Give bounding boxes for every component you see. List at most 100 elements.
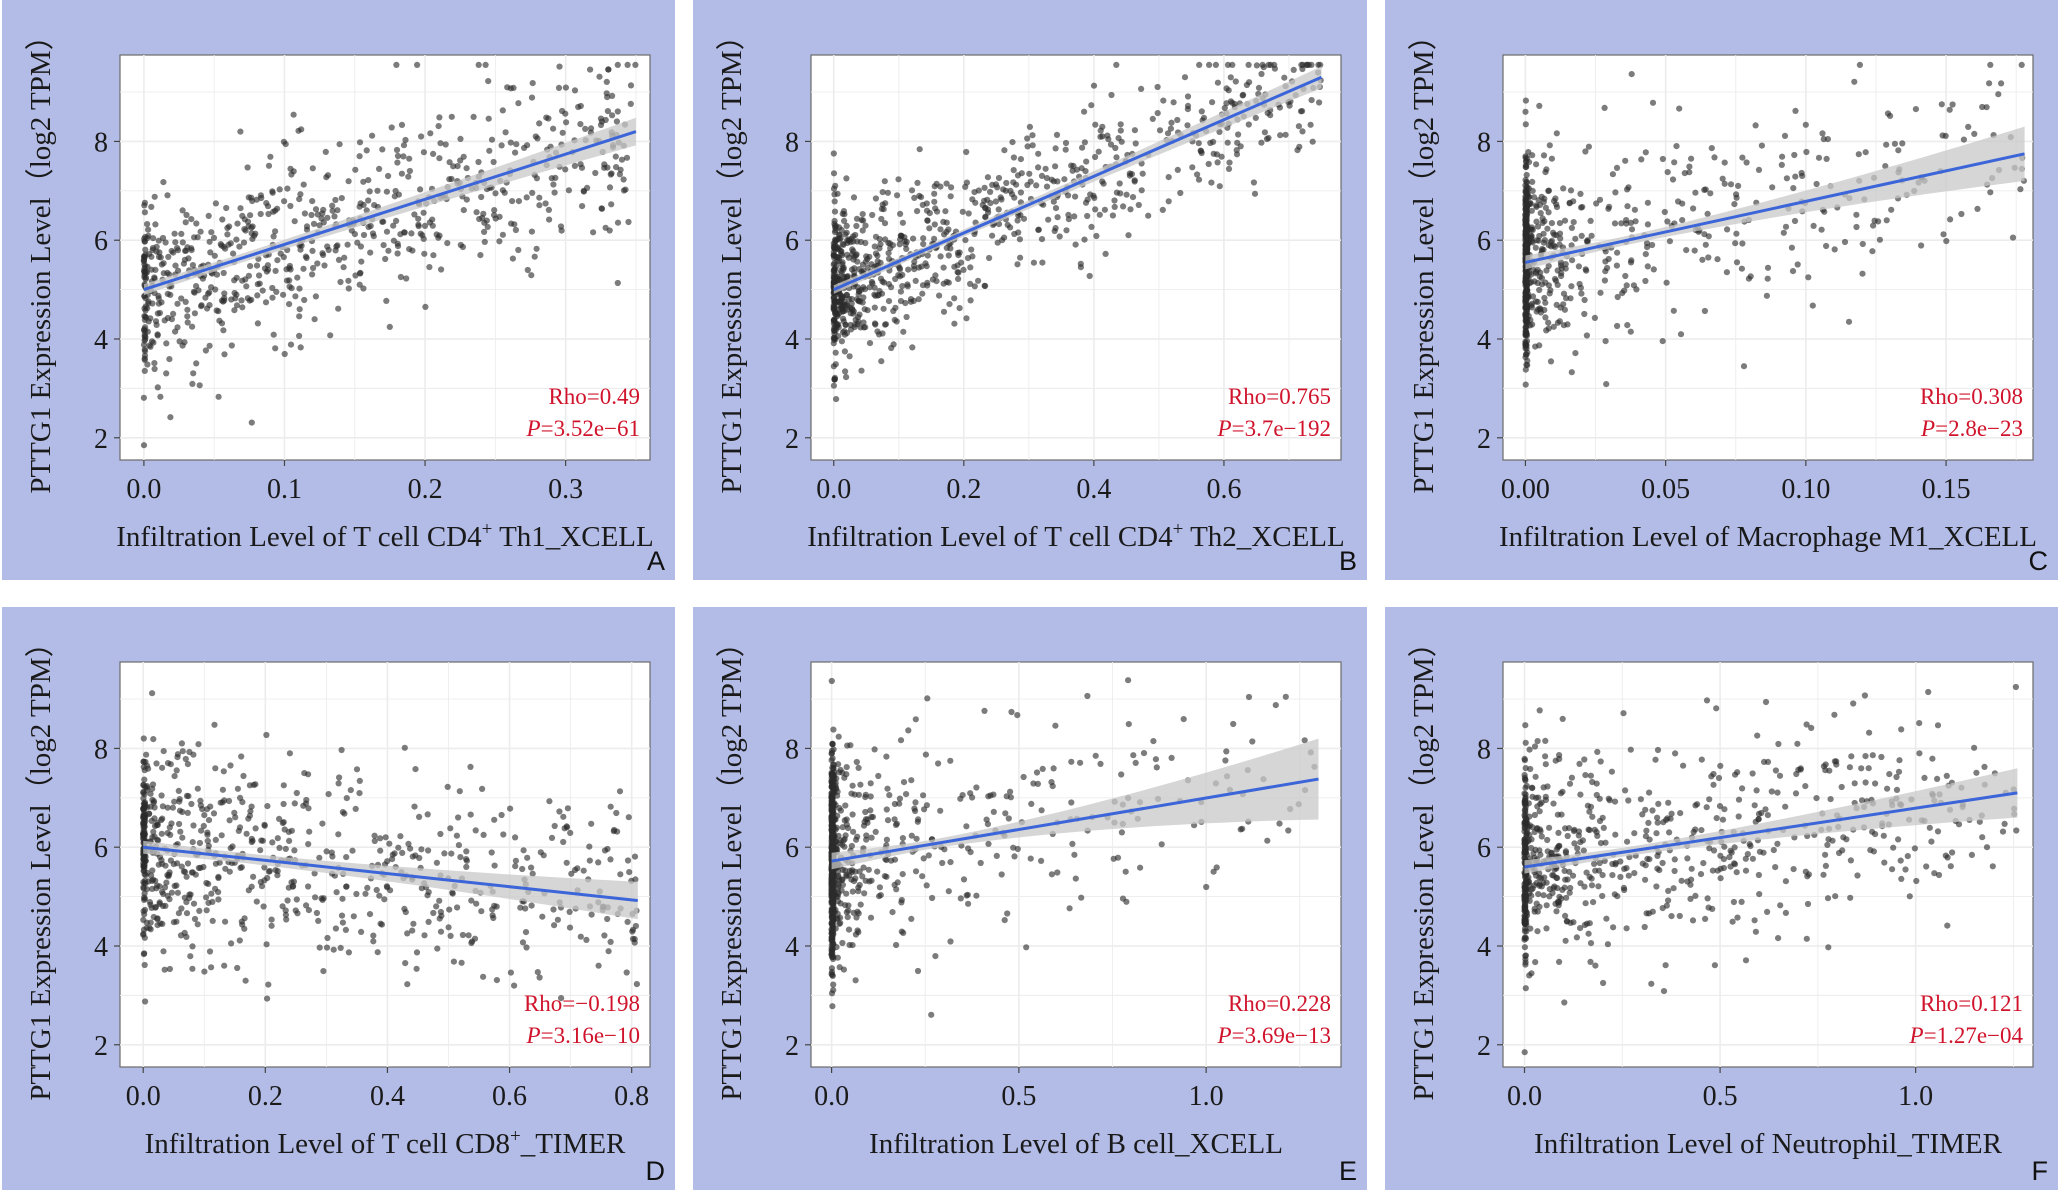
scatter-point (167, 414, 174, 421)
scatter-point (1983, 844, 1991, 851)
scatter-point (1664, 169, 1671, 176)
scatter-point (1809, 302, 1816, 309)
scatter-point (252, 230, 259, 237)
scatter-point (1578, 204, 1585, 211)
scatter-point (830, 987, 837, 994)
scatter-point (1580, 847, 1587, 854)
y-tick-label: 2 (94, 424, 108, 455)
scatter-point (1567, 884, 1574, 892)
scatter-point (227, 845, 234, 852)
scatter-point (868, 834, 875, 841)
scatter-point (898, 896, 905, 904)
scatter-point (2012, 683, 2019, 691)
scatter-point (280, 254, 287, 261)
scatter-point (1752, 122, 1759, 129)
scatter-point (1803, 935, 1810, 942)
scatter-point (1843, 836, 1850, 843)
scatter-point (276, 186, 283, 193)
scatter-point (268, 922, 275, 929)
scatter-point (430, 150, 437, 157)
scatter-point (1216, 183, 1223, 190)
scatter-point (1614, 893, 1621, 900)
scatter-point (1589, 778, 1596, 786)
scatter-point (1762, 806, 1769, 813)
scatter-point (1862, 753, 1869, 760)
scatter-point (1701, 307, 1708, 315)
scatter-point (191, 310, 198, 317)
scatter-point (261, 821, 268, 828)
scatter-point (1684, 855, 1691, 862)
scatter-point (877, 892, 884, 899)
scatter-point (609, 112, 616, 119)
x-tick-label: 0.0 (814, 1081, 849, 1112)
scatter-point (1560, 301, 1567, 308)
scatter-point (265, 981, 272, 988)
scatter-point (1662, 962, 1669, 969)
scatter-point (143, 924, 150, 931)
scatter-point (586, 843, 593, 850)
scatter-point (837, 297, 844, 305)
x-tick-label: 0.4 (1076, 474, 1111, 505)
scatter-point (320, 968, 327, 975)
scatter-point (252, 825, 259, 832)
scatter-point (841, 817, 848, 824)
scatter-point (1579, 837, 1586, 844)
scatter-point (1791, 217, 1799, 225)
scatter-point (528, 272, 535, 279)
y-tick-label: 4 (1477, 325, 1491, 356)
scatter-point (1730, 898, 1737, 906)
panel-letter: E (1339, 1156, 1357, 1186)
scatter-point (365, 177, 372, 184)
scatter-point (353, 766, 361, 773)
scatter-point (393, 61, 400, 68)
scatter-point (151, 365, 158, 373)
plot-area (1502, 54, 2034, 461)
scatter-point (1916, 720, 1923, 727)
scatter-point (191, 915, 199, 923)
scatter-point (427, 130, 434, 137)
scatter-point (296, 196, 303, 203)
scatter-point (841, 774, 848, 781)
scatter-point (265, 210, 272, 218)
scatter-point (1853, 223, 1860, 231)
scatter-point (511, 834, 519, 841)
scatter-point (401, 744, 408, 751)
scatter-point (596, 73, 603, 80)
scatter-point (422, 303, 429, 310)
scatter-point (344, 241, 351, 248)
scatter-point (244, 164, 251, 171)
scatter-point (166, 965, 173, 973)
scatter-point (237, 128, 244, 135)
scatter-point (830, 334, 837, 341)
scatter-point (632, 61, 639, 68)
scatter-point (1577, 925, 1584, 932)
scatter-point (1197, 147, 1204, 154)
scatter-point (1154, 110, 1161, 117)
scatter-point (450, 958, 457, 965)
scatter-point (1597, 289, 1604, 296)
scatter-point (374, 187, 381, 194)
scatter-point (1068, 799, 1075, 806)
scatter-point (184, 761, 191, 768)
scatter-point (842, 902, 849, 909)
scatter-point (945, 279, 952, 286)
scatter-point (856, 311, 863, 318)
scatter-point (1551, 883, 1558, 890)
scatter-point (1020, 773, 1027, 781)
scatter-point (313, 909, 320, 917)
scatter-point (869, 813, 876, 821)
scatter-point (1195, 176, 1203, 183)
scatter-point (203, 907, 210, 914)
scatter-point (1081, 236, 1088, 243)
scatter-point (184, 860, 192, 867)
scatter-point (1551, 231, 1558, 238)
scatter-point (203, 879, 210, 887)
scatter-point (920, 855, 927, 862)
scatter-point (366, 188, 373, 195)
scatter-point (910, 235, 917, 242)
scatter-point (1751, 802, 1758, 809)
scatter-point (1623, 220, 1630, 227)
scatter-point (1783, 175, 1790, 182)
x-tick-label: 0.6 (492, 1081, 527, 1112)
scatter-point (1906, 893, 1913, 900)
